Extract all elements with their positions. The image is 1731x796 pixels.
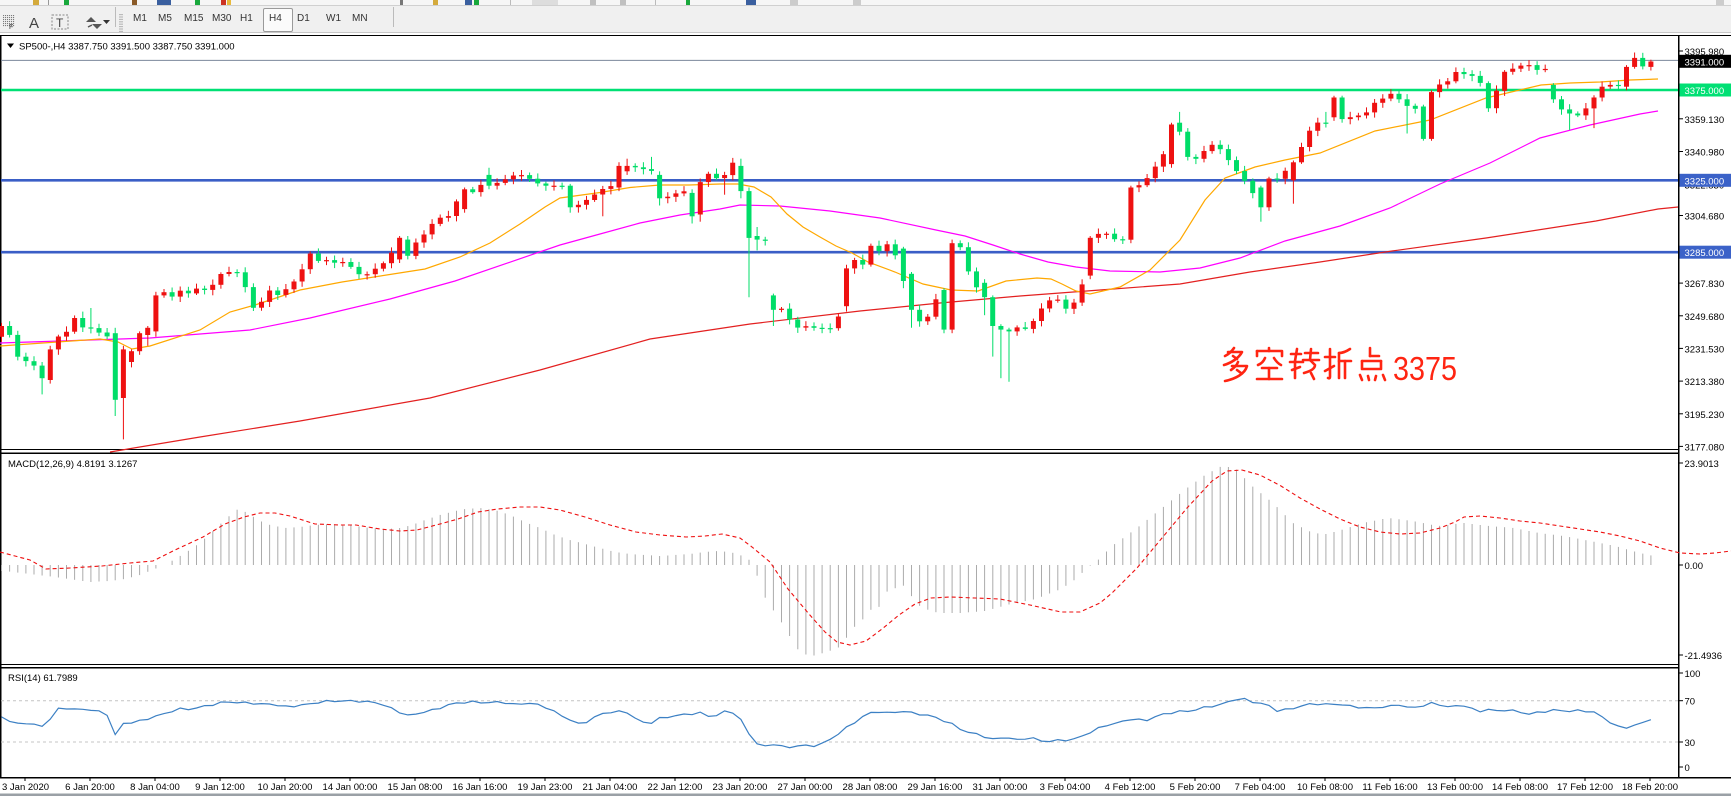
svg-text:13 Feb 00:00: 13 Feb 00:00 bbox=[1427, 782, 1483, 793]
svg-text:14 Feb 08:00: 14 Feb 08:00 bbox=[1492, 782, 1548, 793]
svg-text:10 Feb 08:00: 10 Feb 08:00 bbox=[1297, 782, 1353, 793]
svg-text:7 Feb 04:00: 7 Feb 04:00 bbox=[1235, 782, 1286, 793]
svg-text:T: T bbox=[56, 16, 64, 30]
svg-text:23 Jan 20:00: 23 Jan 20:00 bbox=[713, 782, 768, 793]
svg-text:3249.680: 3249.680 bbox=[1685, 312, 1725, 323]
svg-text:3304.680: 3304.680 bbox=[1685, 212, 1725, 223]
svg-text:F: F bbox=[9, 24, 13, 31]
svg-text:3213.380: 3213.380 bbox=[1685, 377, 1725, 388]
svg-text:3267.830: 3267.830 bbox=[1685, 279, 1725, 290]
svg-text:RSI(14) 61.7989: RSI(14) 61.7989 bbox=[8, 673, 78, 684]
svg-text:0: 0 bbox=[1685, 763, 1690, 774]
svg-text:22 Jan 12:00: 22 Jan 12:00 bbox=[648, 782, 703, 793]
svg-text:19 Jan 23:00: 19 Jan 23:00 bbox=[518, 782, 573, 793]
svg-text:3 Feb 04:00: 3 Feb 04:00 bbox=[1040, 782, 1091, 793]
svg-text:3340.980: 3340.980 bbox=[1685, 148, 1725, 159]
svg-text:0.00: 0.00 bbox=[1685, 561, 1704, 572]
svg-text:-21.4936: -21.4936 bbox=[1685, 651, 1723, 662]
svg-text:3177.080: 3177.080 bbox=[1685, 442, 1725, 453]
svg-text:15 Jan 08:00: 15 Jan 08:00 bbox=[388, 782, 443, 793]
svg-text:6 Jan 20:00: 6 Jan 20:00 bbox=[65, 782, 115, 793]
svg-text:16 Jan 16:00: 16 Jan 16:00 bbox=[453, 782, 508, 793]
svg-text:MACD(12,26,9) 4.8191 3.1267: MACD(12,26,9) 4.8191 3.1267 bbox=[8, 459, 137, 470]
svg-text:70: 70 bbox=[1685, 697, 1696, 708]
svg-text:23.9013: 23.9013 bbox=[1685, 459, 1719, 470]
svg-text:18 Feb 20:00: 18 Feb 20:00 bbox=[1622, 782, 1678, 793]
svg-text:3325.000: 3325.000 bbox=[1685, 176, 1725, 187]
svg-text:3375.000: 3375.000 bbox=[1685, 86, 1725, 97]
svg-text:9 Jan 12:00: 9 Jan 12:00 bbox=[195, 782, 245, 793]
svg-text:3391.000: 3391.000 bbox=[1685, 57, 1725, 68]
svg-text:4 Feb 12:00: 4 Feb 12:00 bbox=[1105, 782, 1156, 793]
svg-text:10 Jan 20:00: 10 Jan 20:00 bbox=[258, 782, 313, 793]
svg-text:14 Jan 00:00: 14 Jan 00:00 bbox=[323, 782, 378, 793]
svg-text:17 Feb 12:00: 17 Feb 12:00 bbox=[1557, 782, 1613, 793]
svg-text:3359.130: 3359.130 bbox=[1685, 115, 1725, 126]
svg-text:3231.530: 3231.530 bbox=[1685, 344, 1725, 355]
svg-text:11 Feb 16:00: 11 Feb 16:00 bbox=[1362, 782, 1417, 793]
svg-text:5 Feb 20:00: 5 Feb 20:00 bbox=[1170, 782, 1221, 793]
svg-text:31 Jan 00:00: 31 Jan 00:00 bbox=[973, 782, 1028, 793]
svg-text:29 Jan 16:00: 29 Jan 16:00 bbox=[908, 782, 963, 793]
svg-text:3375: 3375 bbox=[1393, 350, 1457, 387]
svg-text:28 Jan 08:00: 28 Jan 08:00 bbox=[843, 782, 898, 793]
svg-text:3 Jan 2020: 3 Jan 2020 bbox=[2, 782, 49, 793]
svg-text:3195.230: 3195.230 bbox=[1685, 410, 1725, 421]
svg-text:30: 30 bbox=[1685, 738, 1696, 749]
svg-text:A: A bbox=[29, 15, 39, 32]
svg-text:SP500-,H4 3387.750 3391.500 3: SP500-,H4 3387.750 3391.500 3387.750 339… bbox=[19, 42, 235, 53]
svg-text:3395.980: 3395.980 bbox=[1685, 47, 1725, 58]
svg-text:27 Jan 00:00: 27 Jan 00:00 bbox=[778, 782, 833, 793]
svg-text:21 Jan 04:00: 21 Jan 04:00 bbox=[583, 782, 638, 793]
svg-text:100: 100 bbox=[1685, 669, 1701, 680]
svg-text:3285.000: 3285.000 bbox=[1685, 248, 1725, 259]
svg-text:8 Jan 04:00: 8 Jan 04:00 bbox=[130, 782, 180, 793]
